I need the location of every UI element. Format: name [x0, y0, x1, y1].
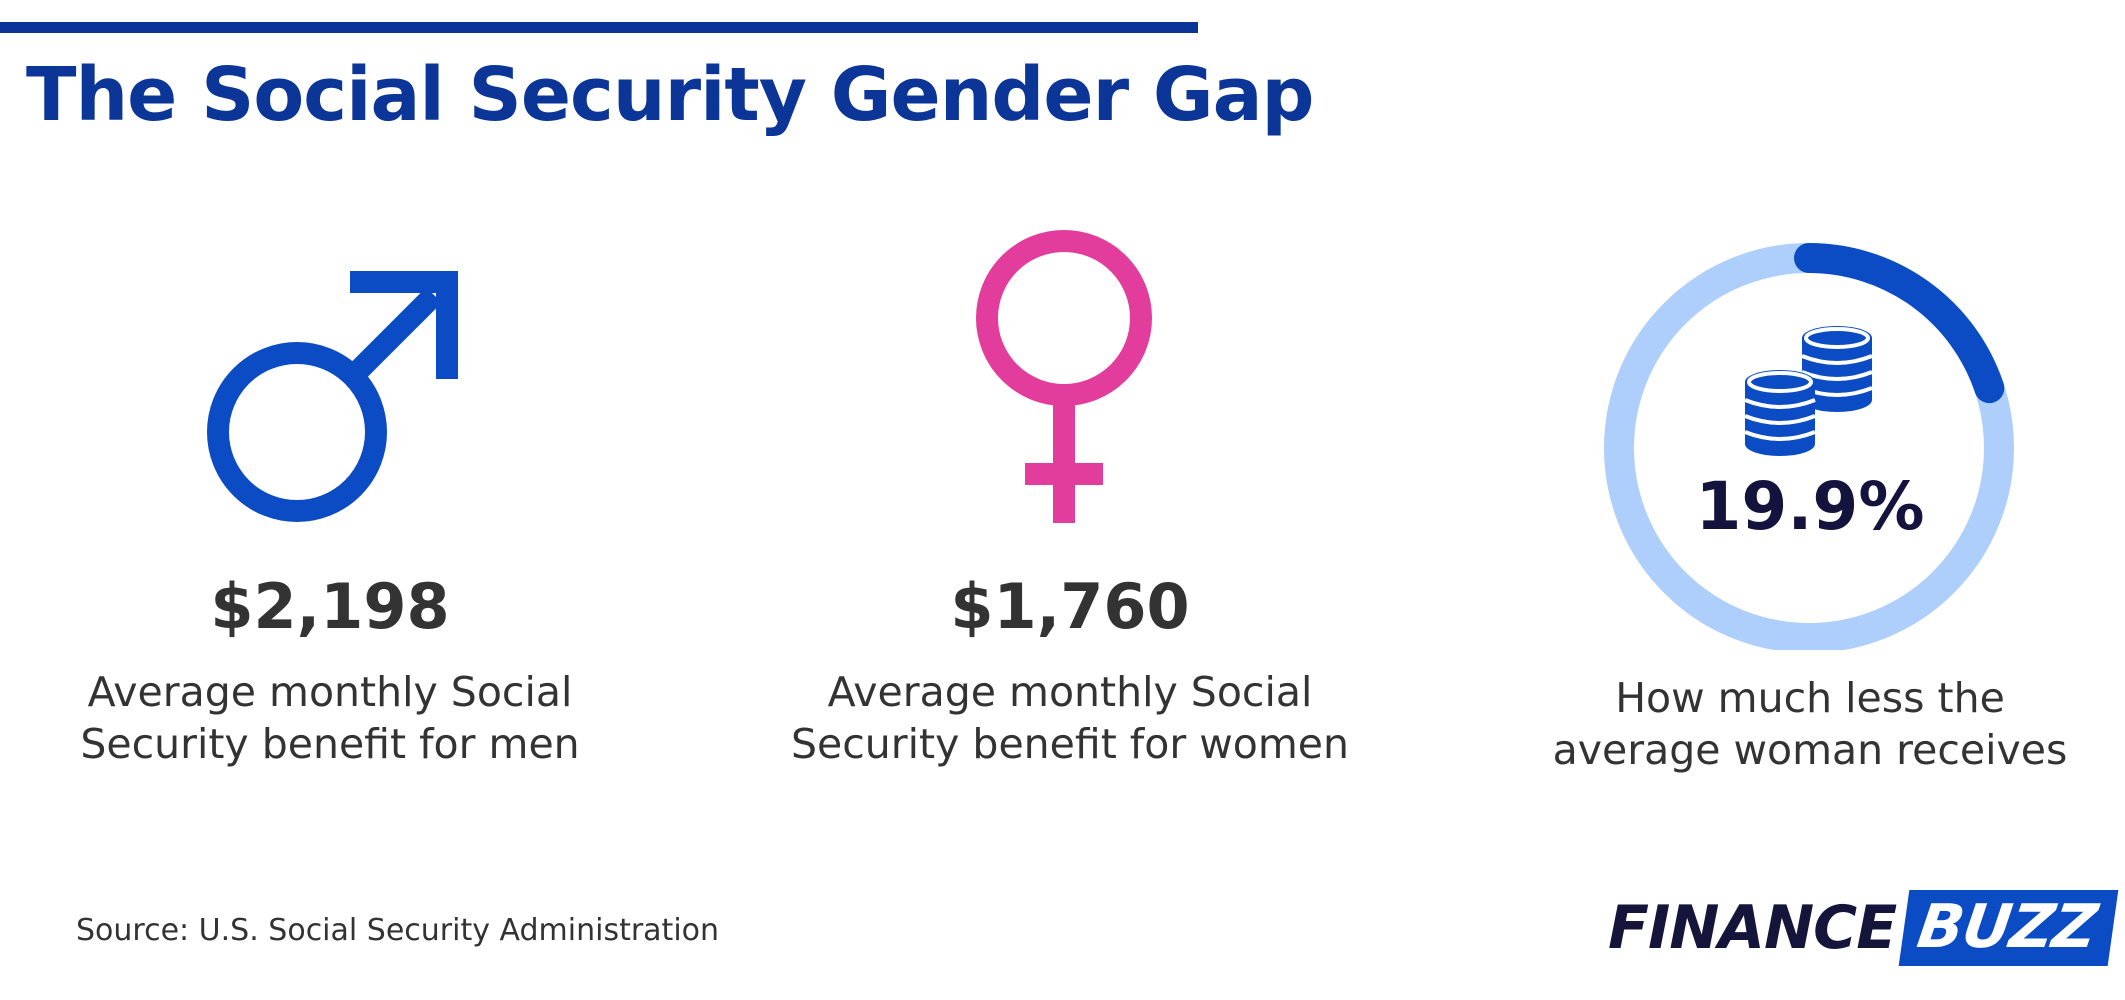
gap-percent: 19.9%	[1695, 468, 1925, 545]
coin-stacks-icon	[1744, 326, 1873, 456]
gap-ring: 19.9%	[1460, 230, 2125, 650]
stat-gap: 19.9% How much less the average woman re…	[1460, 230, 2125, 774]
gap-caption: How much less the average woman receives	[1552, 674, 2068, 774]
women-benefit-amount: $1,760	[950, 570, 1190, 643]
financebuzz-logo: FINANCE BUZZ	[1608, 888, 2120, 968]
men-benefit-caption: Average monthly Social Security benefit …	[80, 668, 580, 768]
male-symbol-icon	[0, 230, 680, 530]
female-symbol-icon	[720, 230, 1420, 530]
women-benefit-caption: Average monthly Social Security benefit …	[791, 668, 1349, 768]
page-title: The Social Security Gender Gap	[26, 52, 1314, 138]
stat-men: $2,198 Average monthly Social Security b…	[0, 230, 680, 768]
men-benefit-amount: $2,198	[210, 570, 450, 643]
stat-women: $1,760 Average monthly Social Security b…	[720, 230, 1420, 768]
title-accent-bar	[0, 22, 1198, 33]
ring-progress	[1794, 243, 2005, 404]
source-note: Source: U.S. Social Security Administrat…	[76, 913, 720, 948]
logo-buzz-text: BUZZ	[1898, 890, 2120, 966]
logo-finance-text: FINANCE	[1608, 893, 1897, 963]
